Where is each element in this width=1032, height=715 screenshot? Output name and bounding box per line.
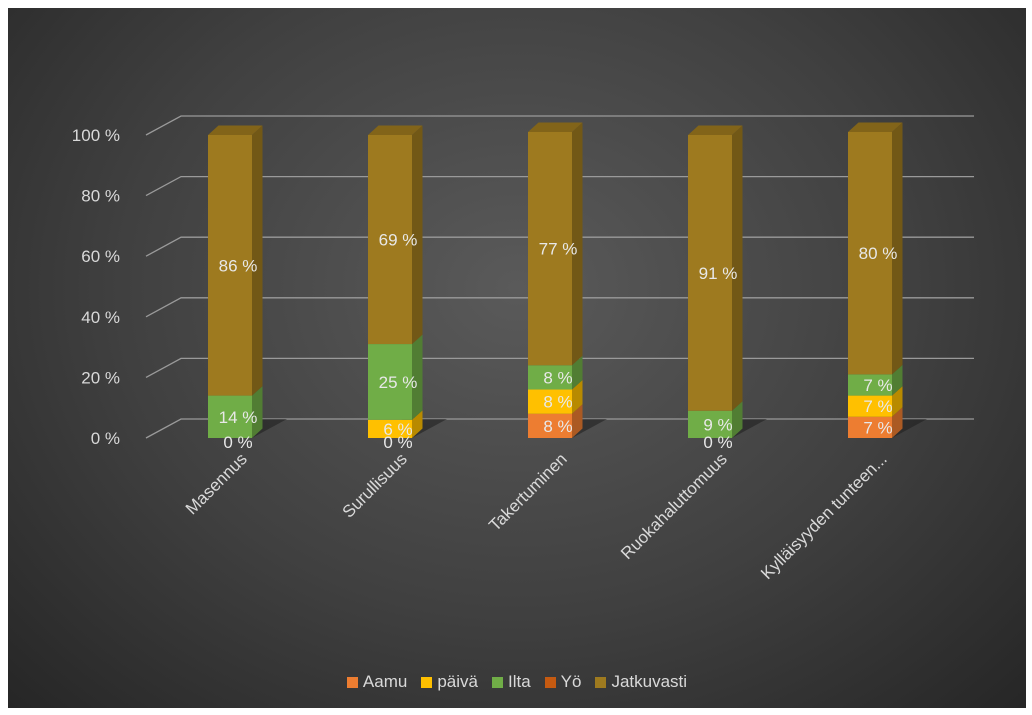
- data-label: 8 %: [543, 368, 572, 387]
- legend-item: Yö: [544, 672, 582, 692]
- y-tick-label: 60 %: [81, 247, 120, 266]
- bar-top: [208, 125, 263, 135]
- data-label: 7 %: [863, 397, 892, 416]
- data-label: 25 %: [379, 373, 418, 392]
- category-label: Ruokahaluttomuus: [617, 449, 731, 563]
- bar-segment: [848, 407, 903, 438]
- y-tick-label: 100 %: [72, 126, 120, 145]
- legend-item: päivä: [421, 672, 478, 692]
- bar-segment: [528, 355, 583, 390]
- data-label: 0 %: [383, 433, 412, 452]
- data-label: 8 %: [543, 417, 572, 436]
- legend-label: Aamu: [362, 672, 408, 691]
- legend-swatch: [346, 676, 358, 688]
- bar-segment: [368, 334, 423, 420]
- chart-legend: Aamu päivä Ilta Yö Jatkuvasti: [8, 672, 1026, 692]
- data-label: 7 %: [863, 376, 892, 395]
- gridline: [145, 115, 974, 136]
- bar-segment: [528, 404, 583, 438]
- data-label: 86 %: [219, 256, 258, 275]
- legend-swatch: [421, 676, 433, 688]
- data-label: 8 %: [543, 393, 572, 412]
- bar-segment: [528, 122, 583, 366]
- legend-label: päivä: [437, 672, 478, 691]
- y-tick-label: 80 %: [81, 187, 120, 206]
- data-label: 0 %: [223, 433, 252, 452]
- data-label: 69 %: [379, 231, 418, 250]
- legend-swatch: [491, 676, 503, 688]
- bar-segment: [208, 386, 263, 438]
- category-label: Kylläisyyden tunteen...: [757, 449, 891, 583]
- bar-segment: [688, 125, 743, 411]
- data-label: 0 %: [703, 433, 732, 452]
- category-label: Surullisuus: [339, 449, 411, 521]
- bar-segment: [848, 122, 903, 375]
- legend-label: Yö: [560, 672, 582, 691]
- bar-top: [848, 122, 903, 132]
- data-label: 9 %: [703, 415, 732, 434]
- legend-item: Ilta: [491, 672, 531, 692]
- data-label: 91 %: [699, 264, 738, 283]
- legend-swatch: [544, 676, 556, 688]
- legend-swatch: [595, 676, 607, 688]
- chart-plot: 0 %20 %40 %60 %80 %100 % 0 %14 %86 %0 %6…: [72, 115, 974, 583]
- data-label: 80 %: [859, 244, 898, 263]
- y-tick-label: 20 %: [81, 368, 120, 387]
- legend-label: Jatkuvasti: [611, 672, 688, 691]
- y-tick-label: 0 %: [91, 429, 120, 448]
- chart-area: 0 % 20 % 40 % 60 % 80 % 100 % 0 % 14 % 86 % 0 % 6…: [8, 8, 1026, 708]
- category-label: Takertuminen: [485, 449, 571, 535]
- bar-segment: [368, 125, 423, 345]
- bar-top: [368, 125, 423, 135]
- bar-segment: [848, 386, 903, 417]
- bar-segment: [848, 364, 903, 396]
- category-label: Masennus: [182, 449, 251, 518]
- legend-item: Jatkuvasti: [595, 672, 687, 692]
- bar-top: [528, 122, 583, 132]
- data-label: 14 %: [219, 408, 258, 427]
- data-label: 77 %: [539, 240, 578, 259]
- legend-label: Ilta: [507, 672, 531, 691]
- data-label: 6 %: [383, 420, 412, 439]
- data-label: 7 %: [863, 418, 892, 437]
- y-tick-label: 40 %: [81, 308, 120, 327]
- legend-item: Aamu: [346, 672, 408, 692]
- bar-top: [688, 125, 743, 135]
- bar-segment: [688, 401, 743, 438]
- bar-segment: [528, 380, 583, 414]
- bar-segment: [368, 410, 423, 438]
- bar-segment: [208, 125, 263, 396]
